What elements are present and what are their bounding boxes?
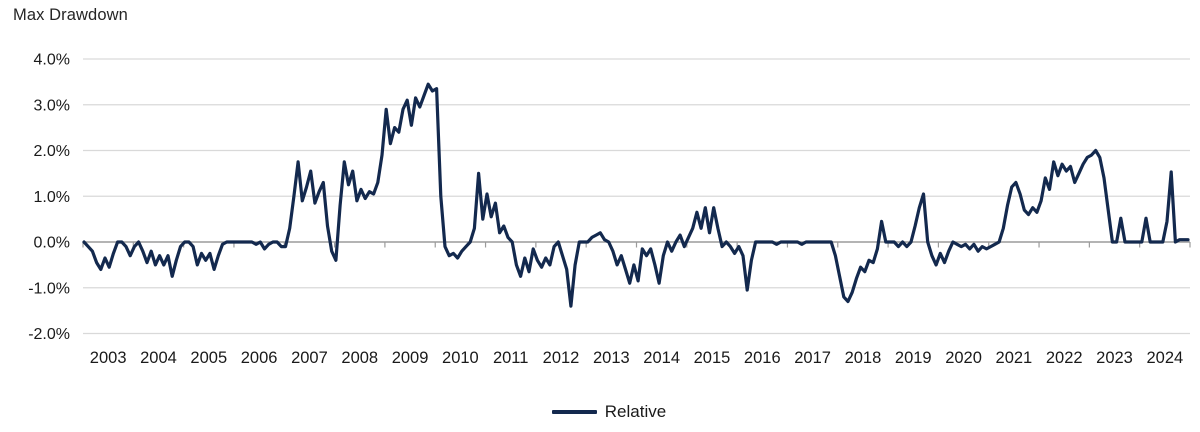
x-axis-label: 2003: [90, 349, 127, 367]
x-axis-label: 2004: [140, 349, 177, 367]
x-axis-label: 2010: [442, 349, 479, 367]
x-axis-label: 2014: [643, 349, 680, 367]
x-axis-label: 2017: [794, 349, 831, 367]
drawdown-line-chart: 4.0% 3.0% 2.0% 1.0% 0.0% -1.0% -2.0% 2003 2004 20…: [28, 52, 1191, 367]
legend-label: Relative: [604, 402, 667, 421]
legend: Relative: [0, 399, 1200, 425]
chart-title: Max Drawdown: [13, 6, 128, 24]
x-axis-label: 2015: [694, 349, 731, 367]
x-axis-label: 2018: [845, 349, 882, 367]
y-axis-label: -2.0%: [28, 326, 70, 343]
x-axis-label: 2006: [241, 349, 278, 367]
y-axis-label: 4.0%: [34, 52, 70, 69]
relative-series-line: [82, 82, 1190, 308]
x-axis-label: 2021: [996, 349, 1033, 367]
x-axis-label: 2016: [744, 349, 781, 367]
x-axis-label: 2008: [341, 349, 378, 367]
x-axis-label: 2012: [543, 349, 580, 367]
x-axis-label: 2009: [392, 349, 429, 367]
x-axis-label: 2019: [895, 349, 932, 367]
x-axis-label: 2020: [945, 349, 982, 367]
x-axis-label: 2023: [1096, 349, 1133, 367]
y-axis-label: 2.0%: [34, 143, 70, 160]
x-axis-label: 2007: [291, 349, 328, 367]
y-axis-label: 3.0%: [34, 97, 70, 114]
legend-line-swatch: [551, 410, 597, 414]
y-axis-label: 0.0%: [34, 235, 70, 252]
x-axis-label: 2013: [593, 349, 630, 367]
x-axis-label: 2024: [1146, 349, 1183, 367]
x-axis-label: 2005: [190, 349, 227, 367]
y-axis-label: 1.0%: [34, 189, 70, 206]
y-axis-label: -1.0%: [28, 280, 70, 297]
x-axis-label: 2011: [493, 349, 528, 367]
x-axis-label: 2022: [1046, 349, 1083, 367]
